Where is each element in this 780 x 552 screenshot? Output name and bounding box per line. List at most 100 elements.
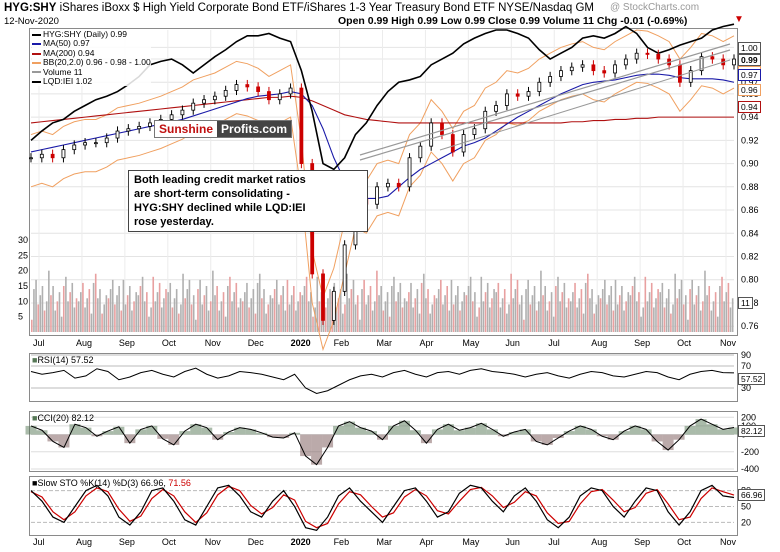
volume-bar	[337, 298, 340, 332]
bollinger-lower	[30, 81, 735, 352]
x-axis-tick: Sep	[119, 338, 135, 348]
legend-item-ma50: MA(50) 0.97	[32, 38, 151, 48]
cci-bar	[377, 434, 388, 440]
cci-bar	[355, 427, 367, 435]
volume-bar	[459, 310, 461, 332]
price-candle	[537, 81, 542, 92]
volume-bar	[463, 292, 466, 332]
volume-bar	[56, 301, 59, 332]
cci-panel[interactable]	[29, 411, 738, 472]
cci-bar	[475, 423, 487, 435]
price-candle	[180, 109, 185, 116]
volume-bar	[43, 310, 46, 332]
volume-bar	[177, 313, 180, 332]
price-axis-tick: 0.94	[741, 112, 759, 122]
volume-bar	[429, 313, 431, 332]
volume-bar	[391, 286, 393, 332]
price-candle	[472, 128, 477, 135]
cci-bar	[124, 434, 136, 444]
price-candle	[104, 137, 109, 144]
volume-bar	[141, 276, 144, 332]
volume-bar	[518, 304, 521, 332]
volume-bar	[542, 295, 544, 332]
volume-bar	[190, 304, 193, 332]
cci-bar	[102, 431, 114, 435]
volume-bar	[65, 276, 67, 332]
logo-part2: Profits.com	[217, 121, 292, 137]
cci-bar	[223, 431, 235, 435]
x-axis-tick: Aug	[591, 338, 607, 348]
volume-bar	[71, 282, 74, 332]
volume-bar	[574, 282, 576, 332]
volume-bar	[82, 282, 84, 332]
cci-bar	[234, 427, 246, 435]
volume-bar	[431, 304, 434, 332]
volume-bar	[169, 282, 172, 332]
price-candle	[483, 110, 488, 130]
volume-bar	[403, 298, 406, 332]
cci-bar	[322, 434, 334, 448]
volume-bar	[248, 307, 250, 332]
volume-bar	[582, 313, 585, 332]
sto-title-text: Slow STO %K(14) %D(3) 66.96,	[37, 478, 166, 488]
volume-bar	[369, 286, 372, 332]
x-axis-tick: Sep	[634, 338, 650, 348]
volume-bar	[376, 270, 378, 332]
volume-bar	[695, 295, 698, 332]
volume-bar	[653, 307, 655, 332]
volume-bar	[354, 304, 357, 332]
cci-bar	[563, 431, 575, 435]
volume-bar	[167, 292, 169, 332]
volume-bar	[135, 292, 137, 332]
price-candle	[613, 64, 617, 74]
volume-bar	[45, 301, 48, 332]
x-axis-tick: Nov	[720, 338, 737, 348]
cci-bar	[91, 434, 103, 437]
volume-axis-tick: 15	[18, 281, 28, 291]
price-candle	[288, 87, 293, 95]
volume-bar	[107, 298, 110, 332]
volume-bar	[535, 310, 538, 332]
x-axis-tick: Jun	[505, 537, 520, 547]
price-candle	[137, 126, 142, 130]
x-axis-tick: May	[462, 338, 480, 348]
price-candle	[234, 84, 239, 91]
volume-bar	[246, 282, 248, 332]
price-candle	[61, 149, 66, 159]
volume-bar	[527, 279, 529, 332]
cci-bar	[267, 434, 279, 438]
volume-bar	[584, 282, 587, 332]
volume-bar	[593, 313, 595, 332]
volume-bar	[633, 276, 636, 332]
volume-bar	[621, 286, 623, 332]
volume-bar	[290, 295, 293, 332]
price-axis-tick: 0.97	[741, 77, 759, 87]
volume-bar	[601, 289, 604, 332]
volume-bar	[723, 301, 725, 332]
volume-bar	[239, 298, 242, 332]
volume-bar	[160, 307, 163, 332]
cci-bar	[662, 434, 674, 451]
volume-bar	[629, 295, 632, 332]
volume-bar	[729, 307, 732, 332]
volume-bar	[278, 304, 280, 332]
cci-bar	[519, 429, 531, 435]
volume-bar	[525, 289, 527, 332]
volume-bar	[254, 313, 257, 332]
volume-bar	[478, 307, 480, 332]
volume-axis-tick: 30	[18, 235, 28, 245]
symbol-description: iShares iBoxx $ High Yield Corporate Bon…	[59, 2, 495, 14]
volume-bar	[184, 298, 186, 332]
price-candle	[569, 66, 574, 72]
price-candle	[526, 91, 531, 97]
cci-bar	[135, 429, 147, 435]
volume-bar	[565, 307, 568, 332]
rsi-panel[interactable]	[29, 353, 738, 402]
sto-k-line	[30, 484, 735, 532]
price-candle	[645, 52, 650, 55]
volume-bar	[531, 295, 534, 332]
volume-bar	[216, 286, 218, 332]
volume-bar	[440, 279, 442, 332]
volume-bar	[48, 270, 50, 332]
price-candle	[256, 86, 261, 92]
